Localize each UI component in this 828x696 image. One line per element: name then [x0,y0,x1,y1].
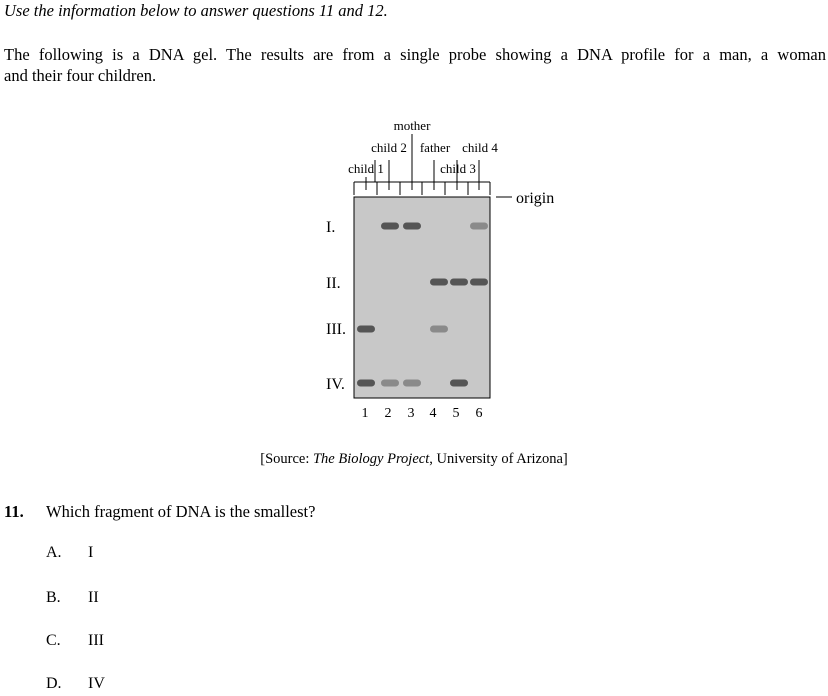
row-label-ii: II. [326,275,341,292]
lane-number-2: 2 [385,406,392,421]
band-row-ii-lane-4 [430,278,448,286]
lane-number-6: 6 [476,406,483,421]
option-b[interactable]: B. II [46,589,99,607]
gel-body [353,196,491,399]
question-stem-paragraph: The following is a DNA gel. The results … [4,44,826,86]
option-c-letter: C. [46,632,61,649]
option-a-text: I [88,544,94,561]
paragraph-line-2: and their four children. [4,66,157,85]
band-row-iii-lane-4 [430,325,448,333]
label-child-3: child 3 [440,161,476,176]
lane-number-1: 1 [362,406,369,421]
source-prefix: [Source: [260,451,313,467]
source-title: The Biology Project [312,451,430,467]
band-row-iv-lane-3 [403,379,421,387]
option-b-letter: B. [46,589,61,606]
option-b-text: II [88,589,99,606]
band-row-iv-lane-5 [450,379,468,387]
row-label-iii: III. [326,321,346,338]
option-c-text: III [88,632,104,649]
band-row-ii-lane-6 [470,278,488,286]
band-row-i-lane-6 [470,222,488,230]
option-d-text: IV [88,675,105,692]
source-suffix: , University of Arizona] [429,451,568,467]
lane-number-3: 3 [408,406,415,421]
source-citation: [Source: The Biology Project, University… [0,451,828,468]
row-label-i: I. [326,219,335,236]
option-a-letter: A. [46,544,62,561]
band-row-iii-lane-1 [357,325,375,333]
label-child-4: child 4 [462,140,498,155]
option-c[interactable]: C. III [46,632,104,650]
question-text: Which fragment of DNA is the smallest? [46,502,316,521]
band-row-iv-lane-1 [357,379,375,387]
lane-numbers: 1 2 3 4 5 6 [362,406,483,421]
row-label-iv: IV. [326,376,345,393]
label-father: father [420,140,451,155]
gel-bands [357,222,488,387]
question-number: 11. [4,502,24,521]
option-a[interactable]: A. I [46,544,93,562]
option-d[interactable]: D. IV [46,675,105,693]
option-d-letter: D. [46,675,62,692]
label-child-2: child 2 [371,140,407,155]
band-row-ii-lane-5 [450,278,468,286]
band-row-i-lane-3 [403,222,421,230]
lane-number-5: 5 [453,406,460,421]
label-child-1: child 1 [348,161,384,176]
band-row-iv-lane-2 [381,379,399,387]
label-mother: mother [394,118,431,133]
intro-instruction: Use the information below to answer ques… [4,1,388,20]
paragraph-line-1: The following is a DNA gel. The results … [4,45,826,64]
lane-label-brackets [353,134,512,198]
label-origin: origin [516,190,554,207]
dna-gel-figure: mother child 2 father child 4 child 1 ch… [326,118,554,421]
lane-number-4: 4 [430,406,437,421]
band-row-i-lane-2 [381,222,399,230]
